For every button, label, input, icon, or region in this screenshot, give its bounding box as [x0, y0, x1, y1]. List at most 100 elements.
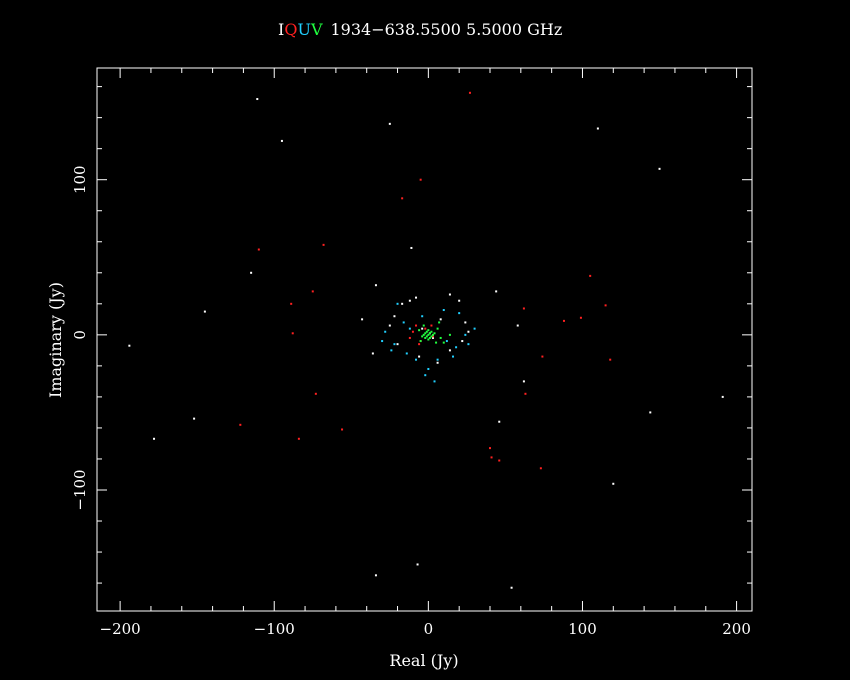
data-point-I: [361, 318, 364, 321]
x-tick-label: 200: [722, 620, 751, 638]
data-point-U: [452, 355, 455, 358]
data-point-I: [458, 299, 461, 302]
data-point-U: [408, 327, 411, 330]
x-tick-label: 100: [568, 620, 597, 638]
data-point-I: [516, 324, 519, 327]
data-point-V: [433, 332, 436, 335]
data-point-U: [445, 340, 448, 343]
data-point-U: [402, 321, 405, 324]
y-tick-label: −100: [71, 469, 89, 510]
data-point-Q: [562, 319, 565, 322]
data-point-Q: [430, 324, 433, 327]
data-point-V: [436, 327, 439, 330]
data-point-Q: [498, 459, 501, 462]
title-stokes-U: U: [297, 20, 310, 39]
data-point-I: [421, 327, 424, 330]
plot-frame: [96, 67, 753, 612]
data-points: [128, 91, 724, 589]
x-tick-label: −200: [100, 620, 141, 638]
data-point-V: [428, 336, 431, 339]
data-point-I: [495, 290, 498, 293]
data-point-Q: [411, 330, 414, 333]
data-point-V: [438, 321, 441, 324]
data-point-I: [203, 310, 206, 313]
data-point-Q: [290, 302, 293, 305]
data-point-Q: [419, 178, 422, 181]
data-point-I: [448, 293, 451, 296]
y-tick-label: 0: [71, 330, 89, 340]
axis-ticks: −200 −100 0 100 200 −100 0 100: [71, 68, 752, 638]
data-point-U: [381, 340, 384, 343]
chart-title: IQUV 1934−638.5500 5.5000 GHz: [278, 20, 562, 39]
y-tick-label: 100: [71, 165, 89, 194]
data-point-V: [422, 324, 425, 327]
data-point-U: [436, 358, 439, 361]
data-point-I: [510, 586, 513, 589]
title-stokes-I: I: [278, 20, 284, 39]
data-point-V: [427, 333, 430, 336]
data-point-Q: [341, 428, 344, 431]
x-axis-label: Real (Jy): [389, 651, 458, 670]
data-point-U: [455, 346, 458, 349]
data-point-V: [427, 338, 430, 341]
data-point-I: [461, 340, 464, 343]
data-point-V: [424, 332, 427, 335]
data-point-Q: [431, 335, 434, 338]
data-point-I: [448, 349, 451, 352]
data-point-Q: [524, 392, 527, 395]
data-point-Q: [468, 91, 471, 94]
data-point-V: [419, 340, 422, 343]
data-point-I: [401, 302, 404, 305]
data-point-Q: [589, 274, 592, 277]
data-point-Q: [297, 437, 300, 440]
data-point-Q: [408, 336, 411, 339]
data-point-I: [256, 98, 259, 101]
data-point-V: [431, 333, 434, 336]
data-point-I: [388, 324, 391, 327]
data-point-I: [464, 321, 467, 324]
title-source-text: 1934−638.5500 5.5000 GHz: [331, 20, 563, 39]
data-point-U: [405, 352, 408, 355]
data-point-Q: [415, 324, 418, 327]
data-point-I: [153, 437, 156, 440]
data-point-I: [396, 343, 399, 346]
data-point-U: [458, 312, 461, 315]
data-point-U: [384, 330, 387, 333]
data-point-U: [442, 309, 445, 312]
data-point-Q: [257, 248, 260, 251]
data-point-V: [448, 333, 451, 336]
data-point-I: [439, 318, 442, 321]
data-point-V: [425, 330, 428, 333]
data-point-U: [390, 349, 393, 352]
data-point-V: [430, 335, 433, 338]
data-point-U: [415, 358, 418, 361]
data-point-I: [436, 361, 439, 364]
y-axis-label: Imaginary (Jy): [46, 282, 65, 398]
data-point-I: [721, 395, 724, 398]
data-point-Q: [541, 355, 544, 358]
data-point-Q: [401, 197, 404, 200]
data-point-I: [280, 139, 283, 142]
data-point-I: [374, 574, 377, 577]
data-point-I: [415, 296, 418, 299]
x-tick-label: −100: [254, 620, 295, 638]
data-point-V: [421, 335, 424, 338]
data-point-Q: [311, 290, 314, 293]
data-point-V: [428, 332, 431, 335]
data-point-I: [522, 380, 525, 383]
data-point-U: [464, 333, 467, 336]
data-point-Q: [239, 423, 242, 426]
data-point-I: [408, 299, 411, 302]
data-point-I: [250, 271, 253, 274]
data-point-Q: [314, 392, 317, 395]
data-point-V: [418, 329, 421, 332]
data-point-V: [427, 329, 430, 332]
data-point-I: [612, 482, 615, 485]
data-point-Q: [522, 307, 525, 310]
data-point-U: [467, 343, 470, 346]
data-point-Q: [424, 327, 427, 330]
data-point-U: [427, 367, 430, 370]
data-point-Q: [490, 456, 493, 459]
data-point-U: [396, 302, 399, 305]
data-point-V: [439, 336, 442, 339]
